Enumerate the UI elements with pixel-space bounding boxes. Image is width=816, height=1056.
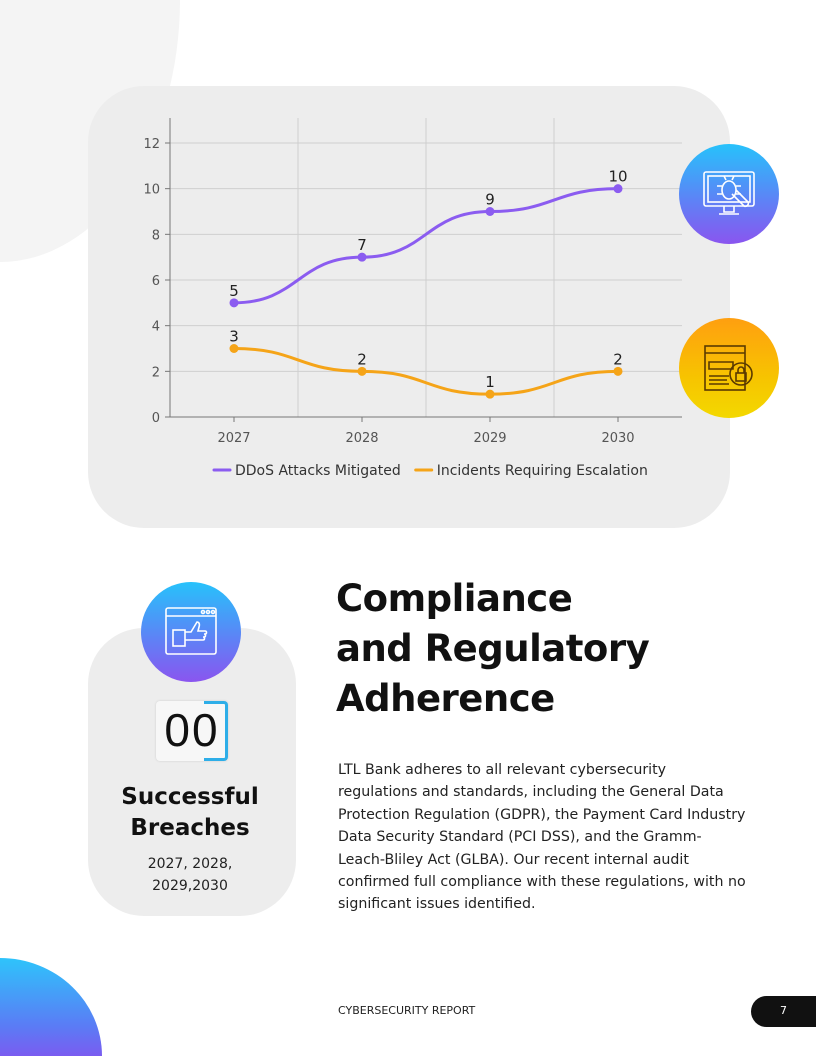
section-body: LTL Bank adheres to all relevant cyberse… [338, 762, 746, 913]
data-label: 5 [229, 282, 239, 300]
heading-line: Adherence [336, 677, 555, 720]
data-point [229, 344, 239, 353]
data-label: 2 [613, 350, 623, 368]
stat-years-line: 2029,2030 [152, 878, 228, 894]
heading-line: Compliance [336, 577, 573, 620]
page-number-badge: 7 [751, 996, 816, 1027]
chart-card [88, 86, 730, 528]
stat-years: 2027, 2028, 2029,2030 [100, 853, 280, 897]
data-label: 10 [608, 168, 627, 186]
data-point [229, 298, 239, 308]
footer-label: CYBERSECURITY REPORT [338, 1004, 476, 1017]
stat-title: Successful Breaches [100, 782, 280, 844]
data-point [613, 366, 623, 376]
y-tick-label: 4 [152, 320, 160, 335]
stat-title-line: Breaches [130, 815, 250, 841]
data-label: 2 [357, 350, 367, 368]
data-point [613, 184, 623, 194]
section-heading: Compliance and Regulatory Adherence [336, 574, 776, 724]
data-point [485, 389, 495, 399]
data-label: 1 [485, 373, 495, 391]
x-tick-label: 2029 [473, 431, 506, 446]
x-tick-label: 2027 [217, 431, 250, 446]
data-label: 7 [357, 236, 367, 254]
x-tick-label: 2028 [345, 431, 378, 446]
series-line [233, 347, 619, 396]
x-tick-label: 2030 [601, 431, 634, 446]
breach-counter: 00 [156, 701, 228, 761]
secure-browser-lock-icon [679, 318, 779, 418]
decorative-circle [0, 958, 102, 1056]
data-point [357, 252, 367, 262]
heading-line: and Regulatory [336, 627, 650, 670]
data-label: 3 [229, 328, 239, 346]
data-point [485, 207, 495, 216]
y-tick-label: 2 [152, 365, 160, 380]
series-line [233, 187, 619, 305]
data-label: 9 [485, 191, 495, 209]
data-point [357, 366, 367, 376]
stat-years-line: 2027, 2028, [147, 856, 233, 872]
stat-title-line: Successful [121, 784, 259, 810]
bug-monitor-icon [679, 144, 779, 244]
y-tick-label: 8 [152, 228, 160, 243]
legend-label: DDoS Attacks Mitigated [235, 463, 401, 479]
page-number: 7 [780, 1004, 787, 1017]
y-tick-label: 10 [143, 183, 160, 198]
y-tick-label: 6 [152, 274, 160, 289]
legend-label: Incidents Requiring Escalation [437, 463, 648, 479]
counter-value: 00 [164, 704, 220, 756]
y-tick-label: 0 [152, 411, 160, 426]
y-tick-label: 12 [143, 137, 160, 152]
browser-thumbs-up-icon [141, 582, 241, 682]
